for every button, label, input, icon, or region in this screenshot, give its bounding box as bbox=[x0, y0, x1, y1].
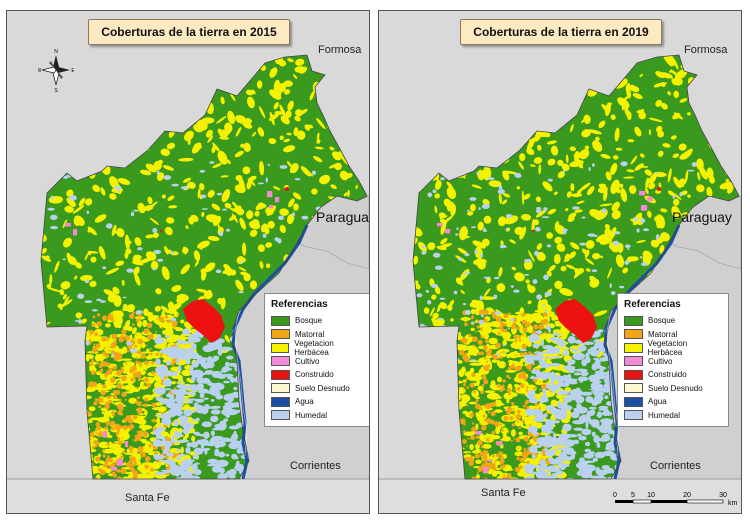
legend-swatch bbox=[271, 342, 290, 353]
place-label-corrientes: Corrientes bbox=[650, 460, 701, 472]
legend-item: Cultivo bbox=[624, 355, 722, 369]
scale-unit: km bbox=[728, 500, 737, 507]
legend-item: Humedal bbox=[271, 409, 367, 423]
legend-swatch bbox=[624, 342, 643, 353]
legend-swatch bbox=[624, 315, 643, 326]
place-label-formosa: Formosa bbox=[318, 44, 362, 56]
place-label-santa-fe: Santa Fe bbox=[481, 487, 526, 499]
legend-item: Vegetacion Herbácea bbox=[624, 338, 722, 357]
scale-tick-label: 0 bbox=[613, 492, 617, 499]
compass-e: E bbox=[71, 68, 74, 74]
legend-swatch bbox=[271, 396, 290, 407]
legend-item: Bosque bbox=[624, 314, 722, 328]
land-cover-map-2019 bbox=[379, 11, 741, 513]
legend-item: Matorral bbox=[624, 328, 722, 342]
legend-label: Humedal bbox=[295, 410, 328, 420]
legend-label: Construido bbox=[648, 370, 687, 380]
legend-swatch bbox=[624, 396, 643, 407]
legend: Referencias Bosque Matorral Vegetacion Her… bbox=[264, 293, 369, 427]
place-label-santa-fe: Santa Fe bbox=[125, 492, 170, 504]
legend-swatch bbox=[624, 329, 643, 340]
legend-title: Referencias bbox=[271, 299, 328, 310]
legend-item: Agua bbox=[271, 395, 367, 409]
legend-label: Agua bbox=[648, 397, 667, 407]
place-label-paraguay: Paraguay bbox=[316, 209, 370, 225]
legend-items: Bosque Matorral Vegetacion Herbácea Cultivo… bbox=[624, 314, 722, 422]
legend-item: Humedal bbox=[624, 409, 722, 423]
legend-swatch bbox=[271, 329, 290, 340]
scale-tick-label: 20 bbox=[683, 492, 691, 499]
scale-tick-label: 5 bbox=[631, 492, 635, 499]
compass-w: W bbox=[38, 68, 42, 74]
legend-item: Cultivo bbox=[271, 355, 367, 369]
map-panel-2019: Coberturas de la tierra en 2019 Formosa … bbox=[378, 10, 742, 514]
legend-label: Suelo Desnudo bbox=[295, 383, 350, 393]
legend-item: Construido bbox=[271, 368, 367, 382]
legend-swatch bbox=[624, 410, 643, 421]
legend-label: Cultivo bbox=[295, 356, 320, 366]
map-title: Coberturas de la tierra en 2019 bbox=[460, 19, 662, 45]
legend-items: Bosque Matorral Vegetacion Herbácea Cultivo… bbox=[271, 314, 367, 422]
legend-label: Bosque bbox=[295, 316, 323, 326]
legend-item: Suelo Desnudo bbox=[271, 382, 367, 396]
legend-item: Agua bbox=[624, 395, 722, 409]
legend-item: Vegetacion Herbácea bbox=[271, 338, 367, 357]
map-title: Coberturas de la tierra en 2015 bbox=[88, 19, 290, 45]
legend-swatch bbox=[624, 369, 643, 380]
compass-s: S bbox=[54, 88, 58, 93]
legend-item: Suelo Desnudo bbox=[624, 382, 722, 396]
legend-label: Matorral bbox=[648, 329, 678, 339]
legend-label: Agua bbox=[295, 397, 314, 407]
place-label-formosa: Formosa bbox=[684, 44, 728, 56]
map-panel-2015: Coberturas de la tierra en 2015 Formosa … bbox=[6, 10, 370, 514]
legend-label: Vegetacion Herbácea bbox=[294, 338, 334, 357]
legend-swatch bbox=[271, 356, 290, 367]
place-label-corrientes: Corrientes bbox=[290, 460, 341, 472]
legend-item: Matorral bbox=[271, 328, 367, 342]
legend-swatch bbox=[271, 383, 290, 394]
scale-tick-label: 10 bbox=[647, 492, 655, 499]
scale-tick-label: 30 bbox=[719, 492, 727, 499]
legend-label: Bosque bbox=[648, 316, 676, 326]
legend-swatch bbox=[271, 369, 290, 380]
compass-n: N bbox=[54, 49, 58, 55]
north-arrow-icon: N S W E bbox=[38, 49, 74, 93]
legend-label: Suelo Desnudo bbox=[648, 383, 703, 393]
place-label-paraguay: Paraguay bbox=[672, 209, 732, 225]
legend-item: Bosque bbox=[271, 314, 367, 328]
legend-label: Matorral bbox=[295, 329, 325, 339]
study-area bbox=[379, 11, 741, 513]
legend-label: Construido bbox=[295, 370, 334, 380]
legend-item: Construido bbox=[624, 368, 722, 382]
legend-label: Vegetacion Herbácea bbox=[647, 338, 688, 357]
legend-swatch bbox=[271, 410, 290, 421]
legend-swatch bbox=[271, 315, 290, 326]
legend-label: Humedal bbox=[648, 410, 681, 420]
legend-swatch bbox=[624, 356, 643, 367]
legend-title: Referencias bbox=[624, 299, 681, 310]
legend: Referencias Bosque Matorral Vegetacion Her… bbox=[617, 293, 729, 427]
legend-swatch bbox=[624, 383, 643, 394]
legend-label: Cultivo bbox=[648, 356, 673, 366]
